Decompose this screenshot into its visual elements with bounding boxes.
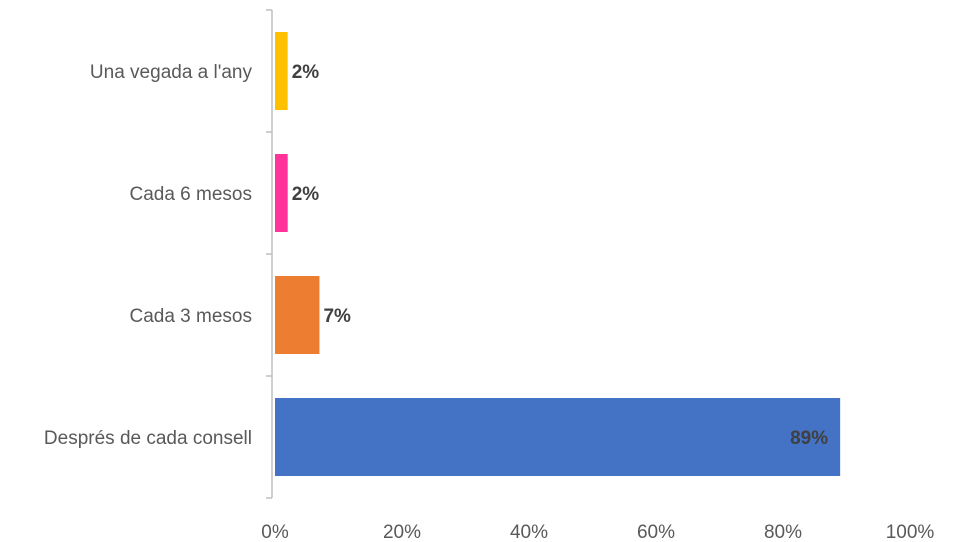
axis-layer — [266, 9, 273, 499]
bars-layer — [275, 32, 841, 476]
category-label: Cada 3 mesos — [129, 306, 252, 327]
x-tick-label: 80% — [764, 522, 802, 542]
x-tick-label: 40% — [510, 522, 548, 542]
bar — [275, 154, 288, 232]
labels-layer: 0% 20% 40% 60% 80% 100% Una vegada a l'any 2% Ca… — [44, 62, 934, 542]
bar — [275, 276, 320, 354]
data-label: 7% — [323, 306, 351, 327]
category-label: Una vegada a l'any — [90, 62, 253, 83]
x-tick-label: 60% — [637, 522, 675, 542]
category-label: Després de cada consell — [44, 428, 252, 449]
data-label: 2% — [292, 62, 320, 83]
bar — [275, 398, 841, 476]
x-tick-label: 0% — [261, 522, 289, 542]
x-tick-label: 100% — [886, 522, 935, 542]
data-label: 89% — [790, 428, 828, 449]
bar — [275, 32, 288, 110]
data-label: 2% — [292, 184, 320, 205]
x-tick-label: 20% — [383, 522, 421, 542]
category-label: Cada 6 mesos — [129, 184, 252, 205]
